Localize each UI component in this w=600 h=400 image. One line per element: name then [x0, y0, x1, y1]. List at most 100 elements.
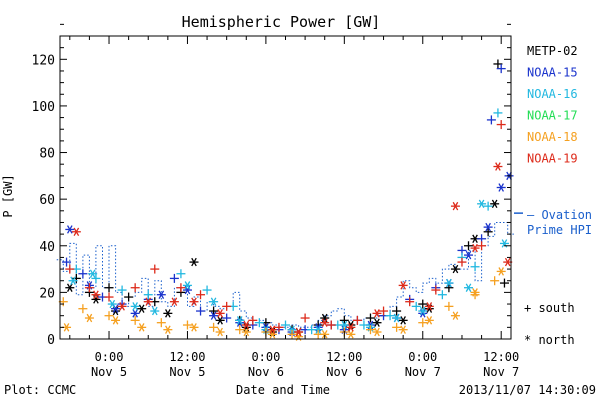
north-point — [130, 302, 140, 311]
north-point — [294, 327, 304, 337]
north-point — [130, 309, 140, 318]
south-point — [84, 283, 94, 293]
north-point — [392, 313, 402, 323]
north-point — [215, 309, 225, 318]
x-tick-label-date: Nov 5 — [91, 365, 127, 379]
south-point — [477, 241, 487, 251]
south-point — [339, 315, 349, 325]
north-point — [241, 327, 251, 337]
north-point — [215, 327, 225, 337]
south-point — [493, 108, 503, 118]
south-point — [470, 290, 480, 300]
x-tick-label-time: 12:00 — [169, 350, 205, 364]
x-tick-label-date: Nov 7 — [483, 365, 519, 379]
south-point — [457, 257, 467, 267]
south-point — [91, 273, 101, 283]
north-point — [464, 250, 474, 260]
legend-entry: NOAA-18 — [527, 130, 578, 144]
north-point — [287, 325, 297, 334]
north-point — [117, 302, 127, 311]
south-point — [169, 273, 179, 283]
south-point — [411, 301, 421, 311]
north-point — [346, 323, 356, 332]
ovation-hpi-line — [56, 212, 523, 328]
north-point — [68, 276, 78, 285]
south-point — [196, 306, 206, 316]
south-point — [418, 318, 428, 328]
south-point — [437, 290, 447, 300]
north-point — [372, 309, 382, 318]
north-point — [84, 313, 94, 323]
plot-credit: Plot: CCMC — [4, 383, 76, 397]
south-point — [130, 315, 140, 325]
south-point — [281, 320, 290, 330]
x-tick-label-date: Nov 6 — [248, 365, 284, 379]
south-point — [274, 322, 284, 332]
north-point — [477, 199, 487, 209]
south-point — [176, 269, 186, 279]
x-tick-label-time: 12:00 — [326, 350, 362, 364]
north-point — [215, 316, 225, 325]
y-axis-label: P [GW] — [1, 174, 15, 217]
north-point — [398, 325, 408, 334]
south-point — [359, 320, 369, 330]
south-point — [352, 315, 362, 325]
south-point — [365, 313, 375, 323]
north-point — [346, 330, 356, 339]
y-tick-label: 0 — [47, 333, 55, 348]
south-point — [104, 283, 114, 293]
chart-title: Hemispheric Power [GW] — [182, 13, 381, 31]
south-point — [209, 322, 219, 332]
south-point — [254, 318, 264, 328]
south-point — [104, 311, 114, 321]
north-point — [65, 283, 75, 292]
south-point — [444, 301, 454, 311]
south-point — [392, 306, 402, 316]
south-point — [196, 290, 206, 300]
south-point — [78, 269, 88, 279]
south-point — [300, 313, 310, 323]
x-tick-label-time: 12:00 — [483, 350, 519, 364]
y-axis: 0 20 40 60 80 100 120 — [32, 23, 511, 348]
north-point — [235, 316, 245, 325]
south-point — [483, 201, 493, 211]
timestamp: 2013/11/07 14:30:09 — [459, 383, 596, 397]
y-tick-label: 40 — [39, 240, 55, 255]
south-point — [150, 264, 160, 274]
data-points — [58, 59, 514, 341]
north-point — [493, 162, 503, 171]
north-point — [182, 281, 192, 290]
south-point — [156, 318, 166, 328]
south-point — [444, 283, 454, 293]
y-tick-label: 80 — [39, 147, 55, 162]
x-tick-label-date: Nov 7 — [405, 365, 441, 379]
south-point — [464, 241, 474, 251]
legend-entry: NOAA-16 — [527, 87, 578, 101]
south-point — [470, 262, 480, 272]
x-tick-label-date: Nov 5 — [169, 365, 205, 379]
north-point — [88, 269, 98, 278]
north-point — [209, 297, 219, 306]
north-point — [398, 281, 408, 290]
plot-frame — [59, 35, 512, 340]
legend-south: + south — [524, 301, 575, 315]
legend-ovation-line2: Prime HPI — [527, 223, 592, 237]
south-point — [130, 283, 140, 293]
south-point — [496, 120, 506, 130]
south-point — [326, 320, 336, 330]
x-tick-label-time: 0:00 — [95, 350, 124, 364]
north-point — [107, 299, 117, 309]
south-point — [493, 59, 503, 69]
x-tick-label-time: 0:00 — [408, 350, 437, 364]
north-point — [143, 297, 153, 306]
north-point — [483, 222, 493, 232]
north-point — [424, 316, 434, 325]
south-point — [392, 322, 402, 332]
north-point — [496, 183, 506, 192]
x-tick-label-time: 0:00 — [251, 350, 280, 364]
north-point — [137, 304, 147, 313]
y-tick-label: 20 — [39, 286, 55, 301]
south-point — [176, 283, 186, 293]
